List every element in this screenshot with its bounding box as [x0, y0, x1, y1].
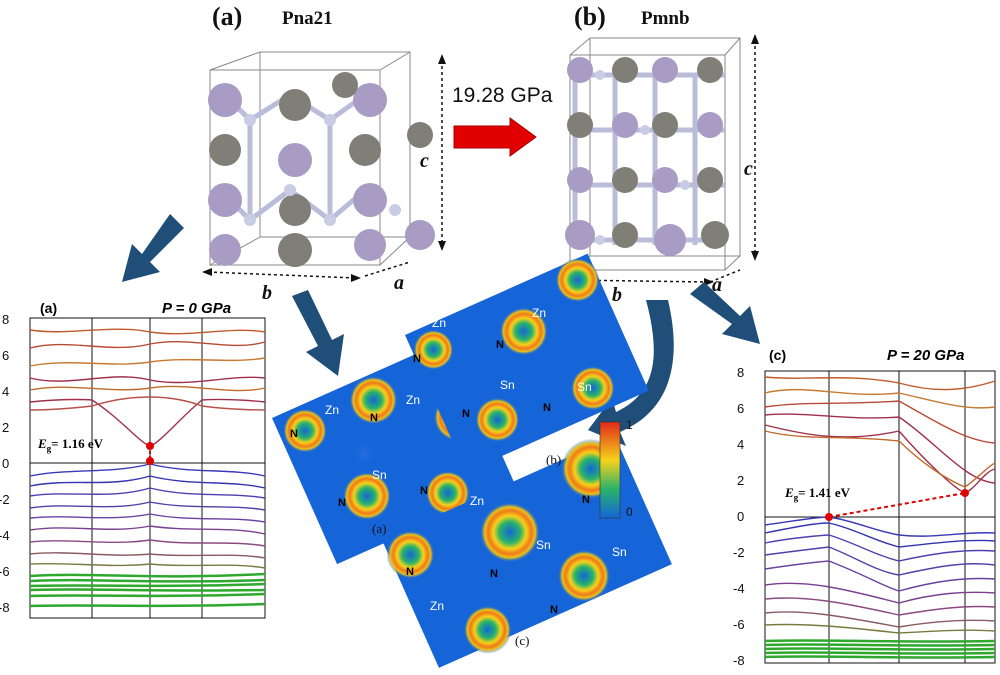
elf-a-label: (a)	[372, 521, 387, 536]
band-right-gap: Eg= 1.41 eV	[785, 485, 850, 503]
ytick: -2	[0, 492, 10, 507]
elf-c-zn-2: Zn	[470, 494, 485, 508]
ytick: 4	[2, 384, 10, 399]
ytick: 8	[737, 365, 745, 380]
elf-b-zn-2: Zn	[532, 306, 547, 320]
gap-subscript: g	[793, 492, 799, 503]
band-right-label: (c)	[769, 347, 787, 363]
ytick: -8	[0, 600, 10, 615]
elf-b-sn-1: Sn	[500, 378, 515, 392]
ytick: -4	[733, 581, 745, 596]
gap-symbol: E	[785, 485, 794, 500]
ytick: 6	[737, 401, 745, 416]
band-left-plot	[29, 317, 266, 619]
structure-a-crystal	[202, 51, 446, 282]
ytick: -6	[0, 564, 10, 579]
structure-a-axis-b: b	[262, 282, 272, 304]
elf-c-n: N	[582, 494, 590, 506]
gap-symbol: E	[38, 436, 47, 451]
elf-c-n: N	[406, 566, 414, 578]
ytick: 0	[2, 456, 10, 471]
structure-b-axis-c: c	[744, 158, 753, 180]
ytick: 4	[737, 437, 745, 452]
elf-c-sn-1: Sn	[536, 538, 551, 552]
elf-b-zn-1: Zn	[432, 316, 447, 330]
elf-a-n: N	[370, 412, 378, 424]
ytick: -8	[733, 653, 745, 668]
ytick: 0	[737, 509, 745, 524]
gap-value: = 1.41 eV	[798, 485, 850, 500]
elf-b-n: N	[462, 408, 470, 420]
structure-b-axis-b: b	[612, 284, 622, 306]
structure-a-axis-a: a	[394, 272, 404, 294]
elf-a-n: N	[420, 485, 428, 497]
band-left-panel: (a) P = 0 GPa 8 6 4 2 0 -2 -4 -6 -8	[0, 298, 266, 648]
structure-a-spacegroup: Pna21	[282, 8, 333, 29]
elf-b-sn-2: Sn	[577, 380, 592, 394]
colorbar-min: 0	[626, 505, 633, 519]
elf-a-zn-2: Zn	[406, 393, 421, 407]
elf-b-label: (b)	[546, 452, 562, 467]
ytick: -2	[733, 545, 745, 560]
ytick: 2	[2, 420, 10, 435]
elf-b-n: N	[543, 402, 551, 414]
structure-b-spacegroup: Pmnb	[641, 8, 690, 29]
structure-a-label: (a)	[212, 2, 243, 31]
elf-c-sn-2: Sn	[612, 545, 627, 559]
ytick: 6	[2, 348, 10, 363]
structure-b-label: (b)	[574, 2, 606, 31]
structure-b-crystal	[565, 34, 759, 271]
elf-c-label: (c)	[515, 633, 530, 648]
elf-a-n: N	[290, 428, 298, 440]
ytick: 2	[737, 473, 745, 488]
red-arrow-icon	[453, 117, 537, 157]
band-left-label: (a)	[40, 300, 58, 316]
elf-c-n: N	[490, 568, 498, 580]
band-left-gap: Eg= 1.16 eV	[38, 436, 103, 454]
elf-a-zn-1: Zn	[325, 403, 340, 417]
band-right-panel: (c) P = 20 GPa 8 6 4 2 0 -2 -4 -6 -8	[733, 345, 1000, 675]
elf-a-n: N	[338, 497, 346, 509]
gap-subscript: g	[46, 443, 52, 454]
elf-b-n: N	[413, 353, 421, 365]
colorbar-max: 1	[626, 418, 633, 432]
ytick: -4	[0, 528, 10, 543]
elf-c-zn-1: Zn	[430, 599, 445, 613]
gap-value: = 1.16 eV	[51, 436, 103, 451]
elf-a-sn: Sn	[372, 468, 387, 482]
ytick: 8	[2, 312, 10, 327]
band-right-pressure: P = 20 GPa	[887, 347, 965, 364]
elf-b-n: N	[496, 339, 504, 351]
band-right-plot	[764, 370, 996, 664]
elf-c-n: N	[550, 604, 558, 616]
band-left-pressure: P = 0 GPa	[162, 300, 232, 317]
ytick: -6	[733, 617, 745, 632]
structure-a-axis-c: c	[420, 150, 429, 172]
structure-b-axis-a: a	[712, 274, 722, 296]
transition-pressure: 19.28 GPa	[452, 84, 553, 107]
